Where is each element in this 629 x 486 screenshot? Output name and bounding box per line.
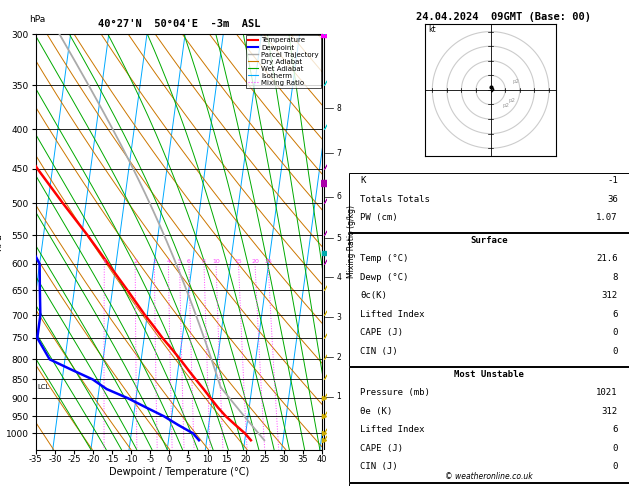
Text: 25: 25 bbox=[264, 259, 272, 264]
Text: 8: 8 bbox=[613, 273, 618, 282]
Text: 6: 6 bbox=[336, 192, 341, 201]
Text: -1: -1 bbox=[607, 176, 618, 186]
Text: 40°27'N  50°04'E  -3m  ASL: 40°27'N 50°04'E -3m ASL bbox=[97, 19, 260, 29]
X-axis label: Dewpoint / Temperature (°C): Dewpoint / Temperature (°C) bbox=[109, 467, 249, 477]
Text: p2: p2 bbox=[508, 98, 515, 103]
Bar bbox=[349, 367, 629, 482]
Text: 3: 3 bbox=[336, 313, 341, 322]
Bar bbox=[349, 233, 629, 366]
Text: CAPE (J): CAPE (J) bbox=[360, 444, 403, 453]
Bar bbox=[349, 483, 629, 486]
Text: 5: 5 bbox=[177, 259, 182, 264]
Text: 8: 8 bbox=[202, 259, 206, 264]
Text: 7: 7 bbox=[336, 149, 341, 158]
Text: Most Unstable: Most Unstable bbox=[454, 370, 524, 379]
Text: p2: p2 bbox=[503, 104, 509, 108]
Text: 24.04.2024  09GMT (Base: 00): 24.04.2024 09GMT (Base: 00) bbox=[416, 12, 591, 22]
Text: 312: 312 bbox=[602, 291, 618, 300]
Text: 1: 1 bbox=[103, 259, 106, 264]
Text: Lifted Index: Lifted Index bbox=[360, 425, 425, 434]
Text: 21.6: 21.6 bbox=[596, 254, 618, 263]
Text: 20: 20 bbox=[251, 259, 259, 264]
Text: PW (cm): PW (cm) bbox=[360, 213, 398, 223]
Text: 0: 0 bbox=[613, 462, 618, 471]
Text: Pressure (mb): Pressure (mb) bbox=[360, 388, 430, 398]
Text: p2: p2 bbox=[513, 79, 520, 84]
Text: 6: 6 bbox=[187, 259, 191, 264]
Text: Temp (°C): Temp (°C) bbox=[360, 254, 409, 263]
Text: 0: 0 bbox=[613, 328, 618, 337]
Text: CIN (J): CIN (J) bbox=[360, 347, 398, 356]
Text: 8: 8 bbox=[336, 104, 341, 113]
Text: 312: 312 bbox=[602, 407, 618, 416]
Text: 15: 15 bbox=[235, 259, 242, 264]
Legend: Temperature, Dewpoint, Parcel Trajectory, Dry Adiabat, Wet Adiabat, Isotherm, Mi: Temperature, Dewpoint, Parcel Trajectory… bbox=[246, 35, 321, 88]
Text: 2: 2 bbox=[133, 259, 137, 264]
Text: θe (K): θe (K) bbox=[360, 407, 392, 416]
Text: Surface: Surface bbox=[470, 236, 508, 245]
Text: 4: 4 bbox=[167, 259, 170, 264]
Text: 4: 4 bbox=[336, 273, 341, 282]
Text: CIN (J): CIN (J) bbox=[360, 462, 398, 471]
Text: 1.07: 1.07 bbox=[596, 213, 618, 223]
Text: 1021: 1021 bbox=[596, 388, 618, 398]
Text: 6: 6 bbox=[613, 425, 618, 434]
Text: Mixing Ratio (g/kg): Mixing Ratio (g/kg) bbox=[347, 205, 357, 278]
Text: LCL: LCL bbox=[37, 384, 50, 390]
Text: Dewp (°C): Dewp (°C) bbox=[360, 273, 409, 282]
Text: K: K bbox=[360, 176, 365, 186]
Text: Lifted Index: Lifted Index bbox=[360, 310, 425, 319]
Text: 2: 2 bbox=[336, 353, 341, 362]
Text: hPa: hPa bbox=[30, 15, 46, 24]
Bar bbox=[349, 173, 629, 232]
Text: Totals Totals: Totals Totals bbox=[360, 195, 430, 204]
Text: 6: 6 bbox=[613, 310, 618, 319]
Text: 3: 3 bbox=[152, 259, 157, 264]
Text: 10: 10 bbox=[212, 259, 220, 264]
Text: 1: 1 bbox=[336, 392, 341, 401]
Text: kt: kt bbox=[428, 25, 435, 34]
Text: 5: 5 bbox=[336, 234, 341, 243]
Text: CAPE (J): CAPE (J) bbox=[360, 328, 403, 337]
Text: θc(K): θc(K) bbox=[360, 291, 387, 300]
Text: © weatheronline.co.uk: © weatheronline.co.uk bbox=[445, 472, 533, 481]
Y-axis label: hPa: hPa bbox=[0, 233, 3, 251]
Text: 0: 0 bbox=[613, 444, 618, 453]
Text: 0: 0 bbox=[613, 347, 618, 356]
Text: 36: 36 bbox=[607, 195, 618, 204]
